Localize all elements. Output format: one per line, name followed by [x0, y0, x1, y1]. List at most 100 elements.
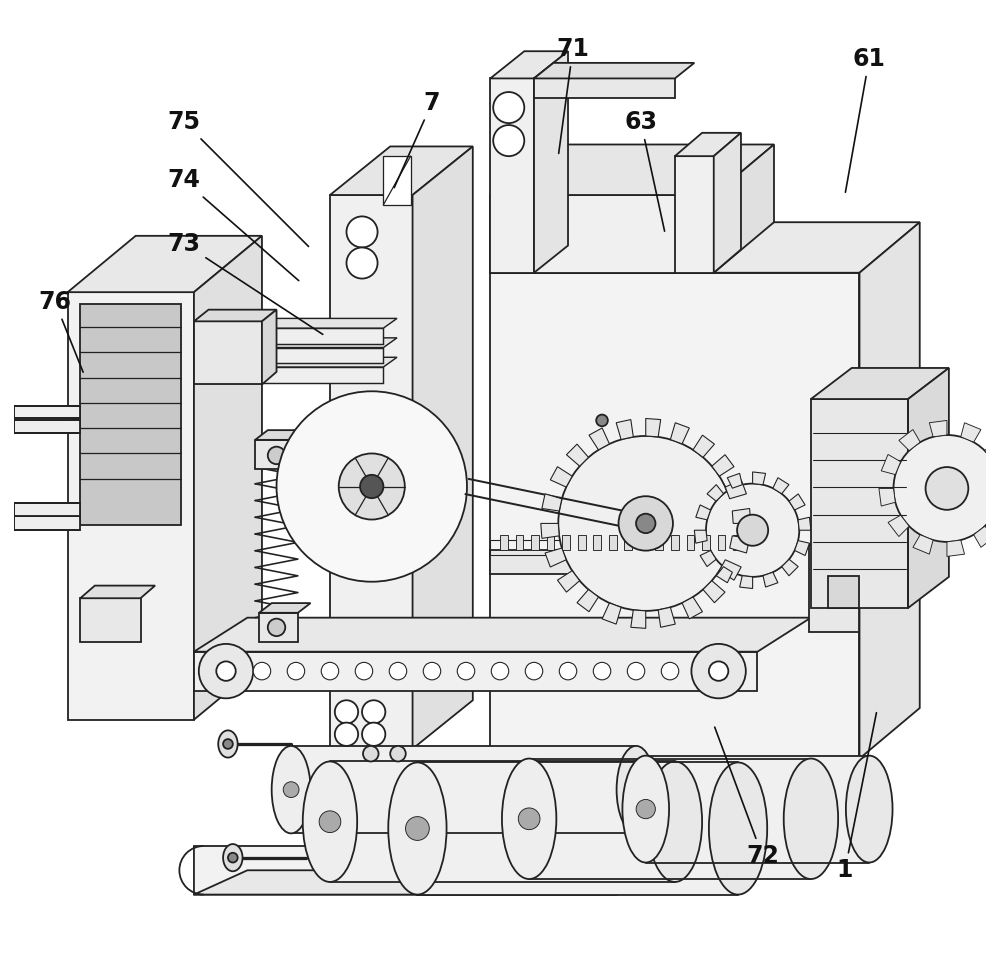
- Polygon shape: [929, 420, 947, 437]
- Polygon shape: [694, 530, 707, 543]
- Circle shape: [389, 663, 407, 680]
- Polygon shape: [490, 550, 753, 574]
- Circle shape: [319, 811, 341, 833]
- Circle shape: [593, 663, 611, 680]
- Polygon shape: [655, 535, 663, 550]
- Circle shape: [277, 391, 467, 582]
- Polygon shape: [646, 418, 661, 437]
- Polygon shape: [753, 472, 766, 485]
- Circle shape: [199, 644, 253, 699]
- Circle shape: [926, 467, 968, 510]
- Polygon shape: [985, 441, 1000, 462]
- Polygon shape: [490, 195, 714, 272]
- Ellipse shape: [846, 756, 893, 862]
- Circle shape: [406, 816, 429, 841]
- Circle shape: [737, 515, 768, 546]
- Circle shape: [423, 663, 441, 680]
- Text: 71: 71: [556, 37, 589, 154]
- Circle shape: [268, 447, 285, 464]
- Polygon shape: [490, 52, 568, 79]
- Polygon shape: [714, 145, 774, 272]
- Circle shape: [706, 484, 799, 577]
- Circle shape: [339, 453, 405, 520]
- Circle shape: [559, 663, 577, 680]
- Circle shape: [360, 475, 383, 498]
- Polygon shape: [811, 368, 949, 399]
- Polygon shape: [879, 488, 895, 506]
- Text: 76: 76: [39, 290, 83, 373]
- Circle shape: [518, 808, 540, 830]
- Circle shape: [335, 701, 358, 724]
- Polygon shape: [194, 618, 811, 652]
- Circle shape: [627, 663, 645, 680]
- Ellipse shape: [648, 762, 702, 882]
- Polygon shape: [811, 399, 908, 608]
- Polygon shape: [993, 502, 1000, 523]
- Circle shape: [283, 781, 299, 798]
- Polygon shape: [578, 535, 586, 550]
- Polygon shape: [413, 146, 473, 749]
- Polygon shape: [881, 454, 901, 475]
- Polygon shape: [194, 321, 262, 384]
- Polygon shape: [500, 535, 508, 550]
- Circle shape: [894, 435, 1000, 542]
- Polygon shape: [577, 590, 598, 612]
- Polygon shape: [671, 535, 679, 550]
- Circle shape: [596, 414, 608, 426]
- Text: 72: 72: [715, 727, 779, 868]
- Polygon shape: [14, 406, 80, 418]
- Polygon shape: [593, 535, 601, 550]
- Polygon shape: [795, 541, 809, 556]
- Polygon shape: [716, 566, 732, 583]
- Polygon shape: [531, 535, 539, 550]
- Polygon shape: [624, 535, 632, 550]
- Circle shape: [355, 663, 373, 680]
- Circle shape: [223, 739, 233, 749]
- Polygon shape: [194, 652, 757, 691]
- Polygon shape: [961, 422, 981, 442]
- Polygon shape: [194, 309, 277, 321]
- Polygon shape: [541, 523, 559, 538]
- Circle shape: [216, 662, 236, 681]
- Polygon shape: [773, 478, 789, 493]
- Polygon shape: [658, 607, 675, 628]
- Circle shape: [636, 800, 655, 818]
- Polygon shape: [330, 762, 675, 882]
- Polygon shape: [562, 535, 570, 550]
- Text: 1: 1: [837, 712, 876, 883]
- Polygon shape: [732, 509, 751, 523]
- Polygon shape: [330, 146, 473, 195]
- Polygon shape: [693, 435, 714, 457]
- Text: 63: 63: [624, 110, 665, 232]
- Polygon shape: [999, 471, 1000, 488]
- Circle shape: [833, 441, 847, 454]
- Circle shape: [525, 663, 543, 680]
- Circle shape: [363, 746, 379, 762]
- Polygon shape: [670, 422, 689, 444]
- Polygon shape: [609, 535, 617, 550]
- Polygon shape: [259, 603, 311, 613]
- Polygon shape: [763, 572, 778, 587]
- Circle shape: [457, 663, 475, 680]
- Polygon shape: [714, 133, 741, 272]
- Circle shape: [346, 216, 378, 247]
- Polygon shape: [68, 292, 194, 720]
- Polygon shape: [534, 79, 675, 98]
- Polygon shape: [80, 304, 181, 525]
- Polygon shape: [545, 548, 566, 567]
- Ellipse shape: [502, 759, 556, 879]
- Polygon shape: [529, 759, 811, 879]
- Polygon shape: [259, 613, 298, 642]
- Circle shape: [346, 247, 378, 278]
- Polygon shape: [696, 505, 711, 520]
- Polygon shape: [194, 318, 397, 328]
- Ellipse shape: [388, 763, 447, 894]
- Polygon shape: [550, 467, 572, 487]
- Polygon shape: [719, 559, 741, 580]
- Polygon shape: [194, 338, 397, 347]
- Ellipse shape: [617, 746, 655, 833]
- Ellipse shape: [218, 731, 238, 758]
- Polygon shape: [194, 846, 655, 894]
- Polygon shape: [702, 535, 710, 550]
- Polygon shape: [700, 551, 716, 566]
